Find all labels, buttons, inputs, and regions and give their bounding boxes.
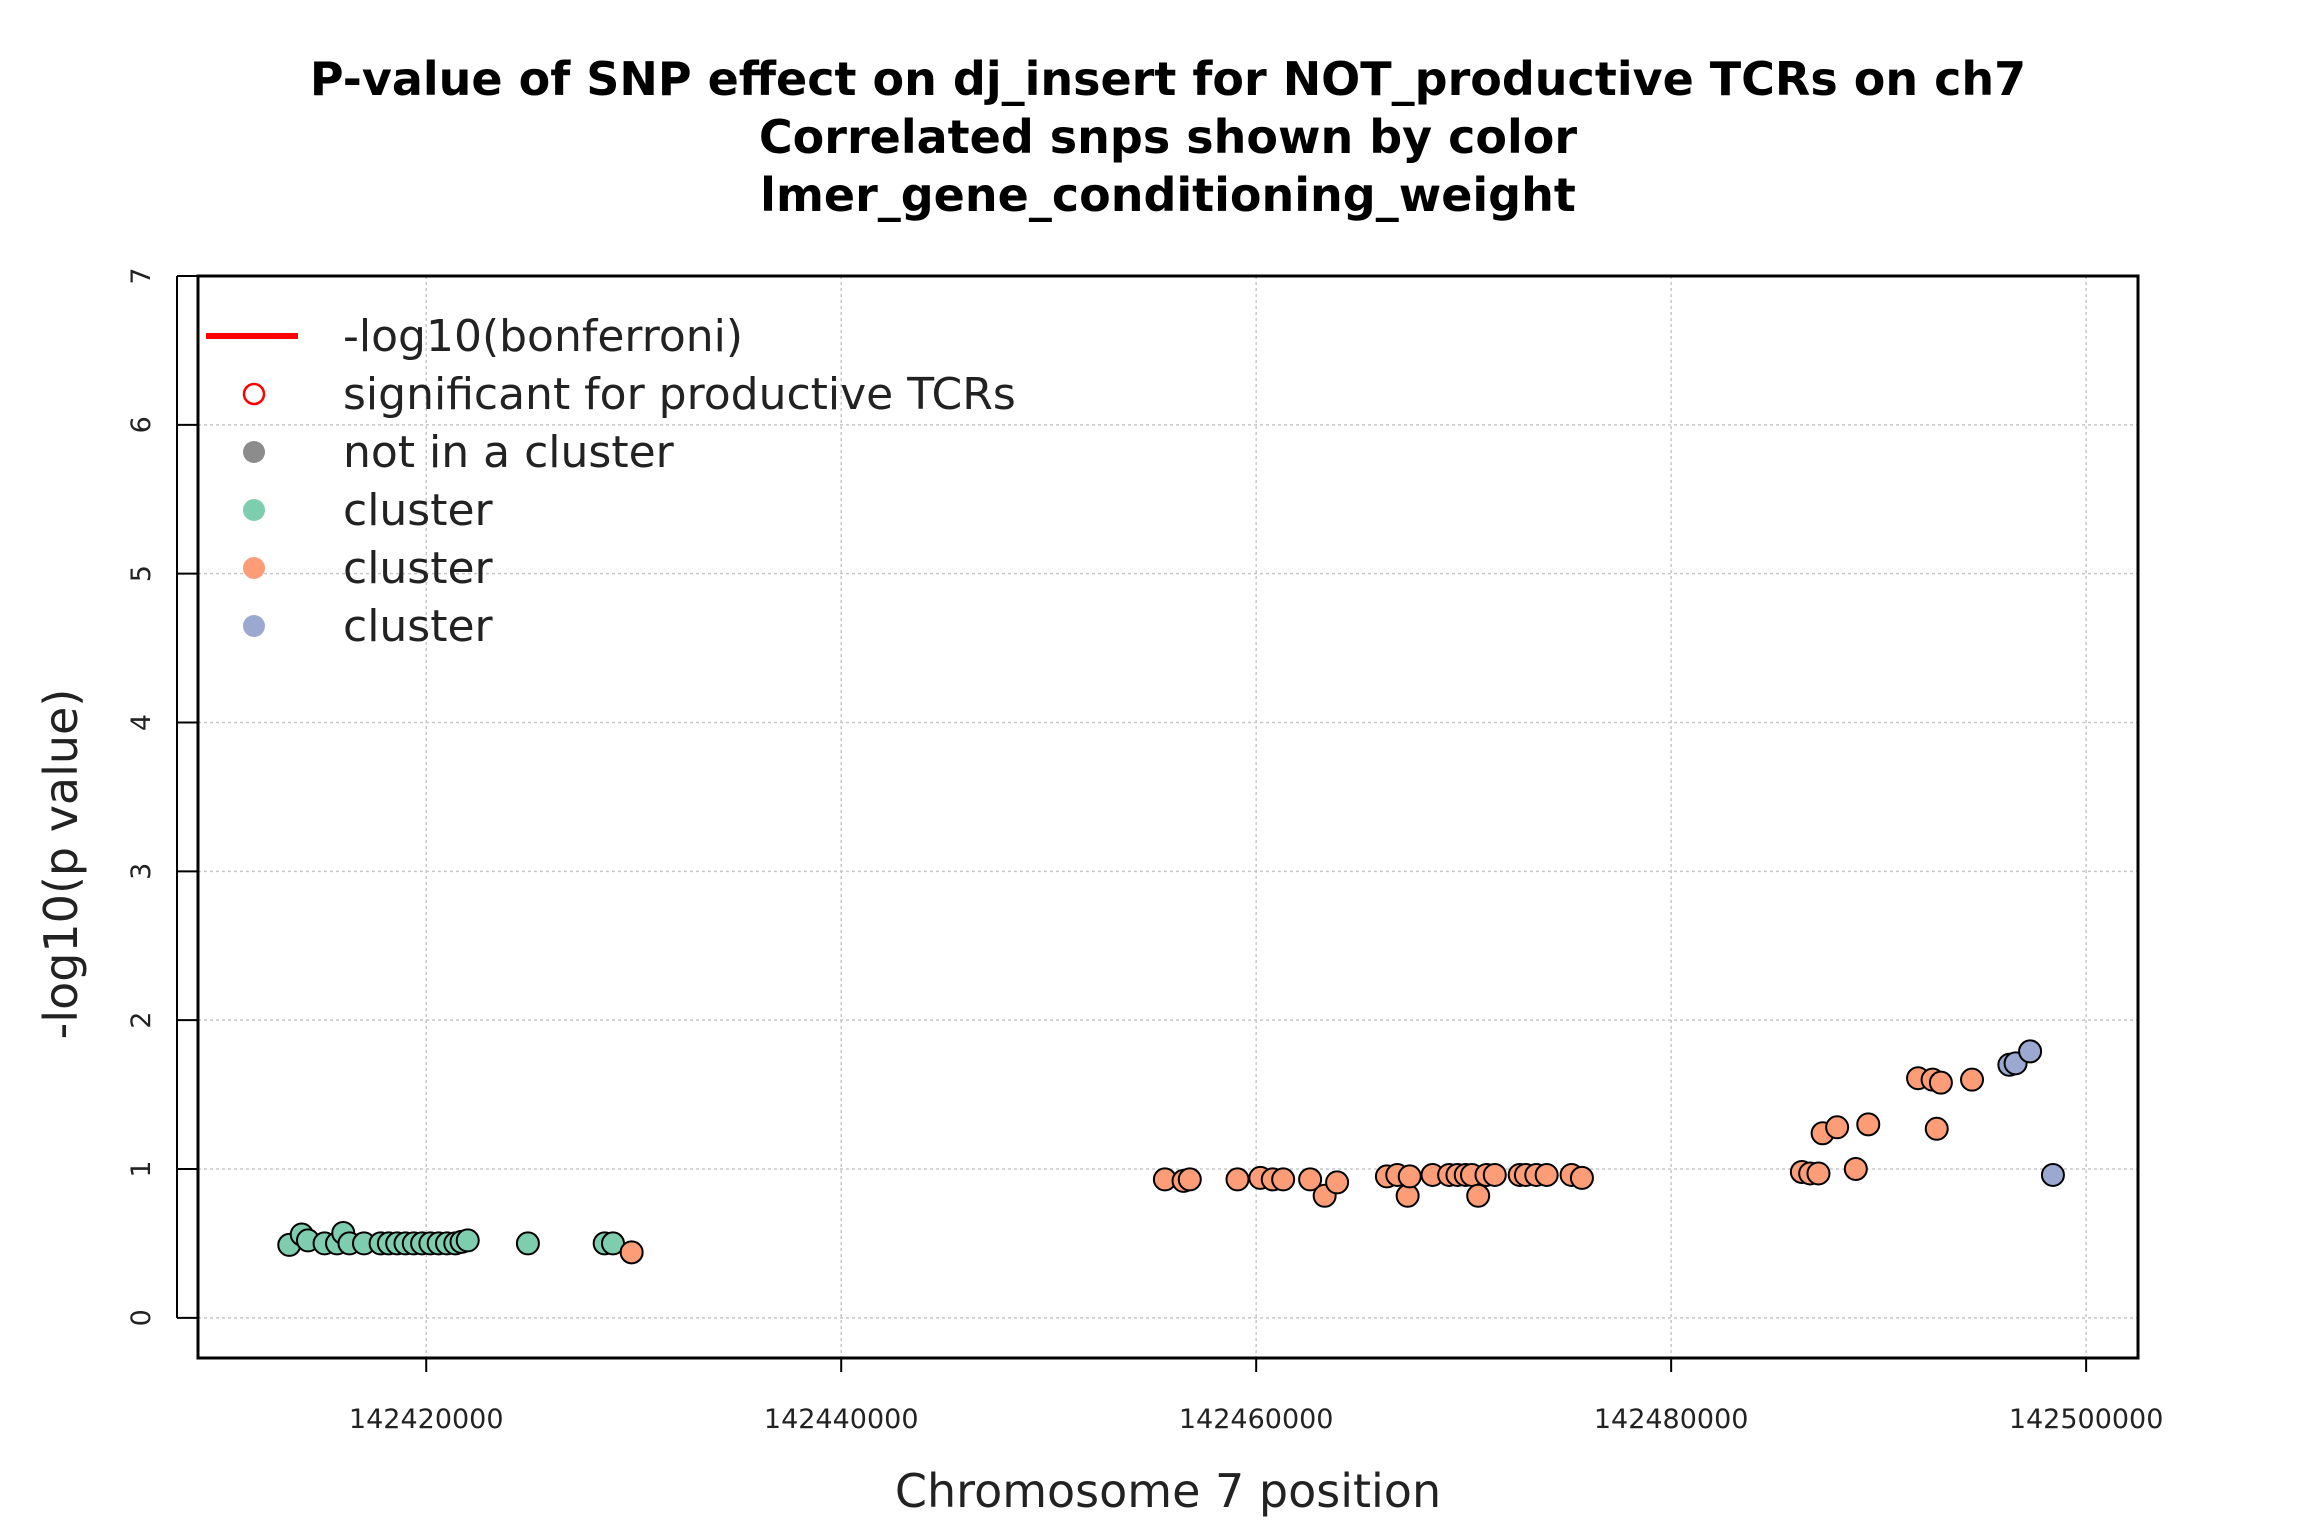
- data-point: [1569, 1165, 1594, 1190]
- data-point: [1534, 1162, 1559, 1187]
- axes: 142420000 142440000 142460000 142480000 1425…: [126, 267, 2163, 1435]
- legend-label: -log10(bonferroni): [343, 311, 743, 362]
- data-point: [1298, 1167, 1323, 1192]
- y-tick-label: 5: [126, 565, 157, 582]
- legend-open-circle-symbol: [242, 382, 266, 406]
- legend-filled-circle-symbol: [243, 557, 265, 579]
- data-point: [1177, 1167, 1202, 1192]
- data-point: [1928, 1070, 1953, 1095]
- chart-title-line-2: Correlated snps shown by color: [759, 110, 1577, 164]
- legend-label: significant for productive TCRs: [343, 369, 1016, 420]
- data-points: [277, 1039, 2065, 1265]
- data-point: [1271, 1167, 1296, 1192]
- chart-title-line-3: lmer_gene_conditioning_weight: [760, 168, 1576, 222]
- x-tick-label: 142480000: [1594, 1404, 1749, 1435]
- data-point: [1843, 1156, 1868, 1181]
- data-point: [1924, 1116, 1949, 1141]
- data-point: [1806, 1161, 1831, 1186]
- data-point: [1397, 1164, 1422, 1189]
- plot-frame: [196, 274, 2140, 1360]
- y-tick-label: 3: [126, 863, 157, 880]
- y-axis-label: -log10(p value): [34, 689, 88, 1040]
- x-tick-label: 142420000: [349, 1404, 504, 1435]
- data-point: [1225, 1167, 1250, 1192]
- y-tick-label: 6: [126, 416, 157, 433]
- legend-filled-circle-symbol: [243, 441, 265, 463]
- data-point: [2018, 1039, 2043, 1064]
- legend-label: not in a cluster: [343, 427, 675, 478]
- x-tick-label: 142460000: [1179, 1404, 1334, 1435]
- x-tick-label: 142500000: [2009, 1404, 2164, 1435]
- y-tick-label: 1: [126, 1160, 157, 1177]
- data-point: [455, 1228, 480, 1253]
- y-tick-label: 2: [126, 1012, 157, 1029]
- data-point: [1856, 1112, 1881, 1137]
- data-point: [1482, 1162, 1507, 1187]
- y-tick-label: 7: [126, 267, 157, 284]
- legend-filled-circle-symbol: [243, 615, 265, 637]
- data-point: [619, 1240, 644, 1265]
- data-point: [515, 1231, 540, 1256]
- data-point: [1466, 1183, 1491, 1208]
- data-point: [2040, 1162, 2065, 1187]
- x-tick-label: 142440000: [764, 1404, 919, 1435]
- legend-label: cluster: [343, 543, 494, 594]
- data-point: [1960, 1067, 1985, 1092]
- data-point: [1325, 1170, 1350, 1195]
- chart-title-line-1: P-value of SNP effect on dj_insert for N…: [310, 52, 2026, 106]
- legend: -log10(bonferroni) significant for produc…: [206, 311, 1016, 652]
- data-point: [1825, 1115, 1850, 1140]
- legend-filled-circle-symbol: [243, 499, 265, 521]
- y-tick-label: 4: [126, 714, 157, 731]
- legend-label: cluster: [343, 485, 494, 536]
- x-axis-label: Chromosome 7 position: [895, 1464, 1441, 1518]
- chart-title: P-value of SNP effect on dj_insert for N…: [310, 52, 2026, 222]
- y-tick-label: 0: [126, 1309, 157, 1326]
- legend-label: cluster: [343, 601, 494, 652]
